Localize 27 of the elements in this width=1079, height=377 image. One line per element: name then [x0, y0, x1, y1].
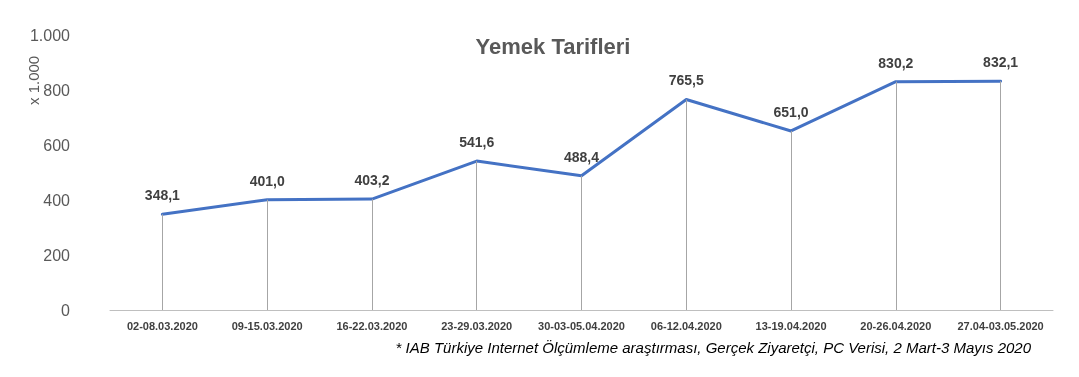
x-tick-label: 23-29.03.2020 — [441, 319, 513, 332]
x-tick-label: 20-26.04.2020 — [860, 319, 932, 332]
y-tick-label: 200 — [43, 246, 71, 264]
data-label: 830,2 — [878, 54, 914, 71]
y-tick-label: 1.000 — [29, 26, 71, 44]
y-tick-label: 800 — [43, 81, 71, 99]
x-tick-label: 02-08.03.2020 — [126, 319, 198, 332]
data-label: 488,4 — [563, 148, 600, 165]
x-tick-label: 27.04-03.05.2020 — [957, 319, 1044, 332]
data-label: 403,2 — [354, 172, 390, 189]
y-tick-label: 400 — [43, 191, 71, 209]
data-label: 765,5 — [668, 72, 704, 89]
y-axis-title: x 1.000 — [25, 55, 42, 105]
y-tick-label: 600 — [43, 136, 71, 154]
data-label: 348,1 — [144, 187, 181, 204]
chart-title: Yemek Tarifleri — [475, 33, 631, 59]
x-tick-label: 30-03-05.04.2020 — [538, 319, 625, 332]
data-label: 541,6 — [459, 134, 495, 151]
y-tick-label: 0 — [61, 301, 71, 319]
data-label: 832,1 — [983, 54, 1019, 71]
text: * IAB Türkiye Internet Ölçümleme araştırması, Gerçek Ziyaretçi, PC Verisi, 2 Mart-3 Mayıs 2020 — [395, 339, 1032, 356]
x-tick-label: 06-12.04.2020 — [650, 319, 722, 332]
data-label: 651,0 — [773, 103, 809, 120]
x-tick-label: 13-19.04.2020 — [755, 319, 827, 332]
x-tick-label: 16-22.03.2020 — [336, 319, 408, 332]
x-tick-label: 09-15.03.2020 — [231, 319, 303, 332]
data-label: 401,0 — [249, 172, 285, 189]
